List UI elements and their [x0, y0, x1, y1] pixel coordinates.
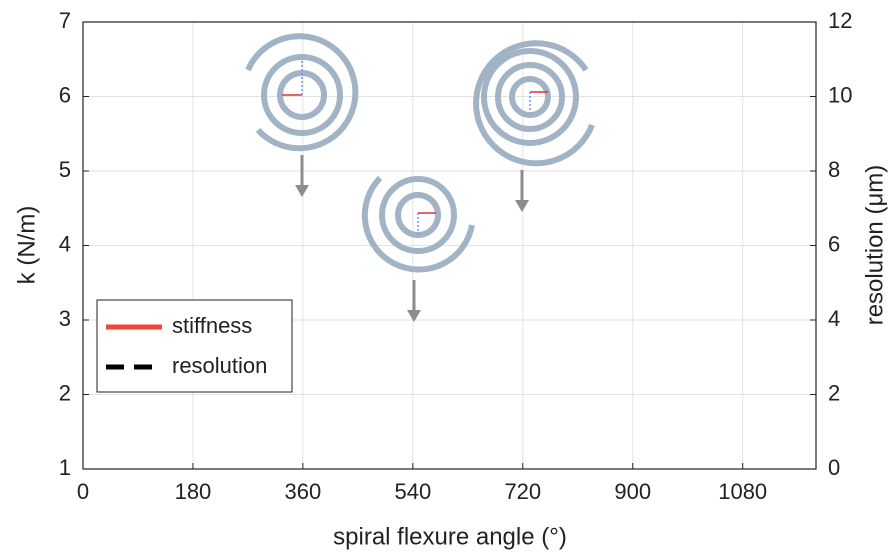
y-tick-label: 4 — [59, 231, 71, 256]
y2-tick-label: 2 — [828, 380, 840, 405]
y-tick-label: 2 — [59, 380, 71, 405]
spiral-inset — [473, 40, 595, 167]
grid — [82, 21, 816, 470]
legend: stiffness resolution — [96, 299, 293, 393]
arrow — [295, 155, 529, 322]
x-tick-label: 180 — [175, 479, 212, 504]
legend-label: stiffness — [172, 313, 252, 338]
y2-tick-label: 12 — [828, 8, 852, 33]
y2-tick-label: 6 — [828, 231, 840, 256]
y-tick-label: 6 — [59, 82, 71, 107]
legend-label: resolution — [172, 353, 267, 378]
x-tick-label: 720 — [504, 479, 541, 504]
spiral-inset — [361, 175, 475, 273]
y-axis-label: k (N/m) — [13, 206, 40, 285]
y2-tick-label: 0 — [828, 455, 840, 480]
x-axis-label: spiral flexure angle (°) — [333, 523, 567, 550]
x-tick-label: 360 — [285, 479, 322, 504]
y-tick-label: 3 — [59, 306, 71, 331]
y-tick-label: 7 — [59, 8, 71, 33]
y2-axis-label: resolution (μm) — [861, 165, 888, 326]
y-tick-label: 5 — [59, 157, 71, 182]
legend-box — [96, 299, 293, 393]
x-tick-label: 1080 — [718, 479, 767, 504]
x-tick-label: 540 — [394, 479, 431, 504]
spiral-inset — [245, 33, 359, 152]
y-tick-label: 1 — [59, 455, 71, 480]
y2-tick-label: 10 — [828, 82, 852, 107]
x-tick-label: 0 — [77, 479, 89, 504]
y2-tick-label: 4 — [828, 306, 840, 331]
y2-tick-label: 8 — [828, 157, 840, 182]
x-tick-label: 900 — [614, 479, 651, 504]
